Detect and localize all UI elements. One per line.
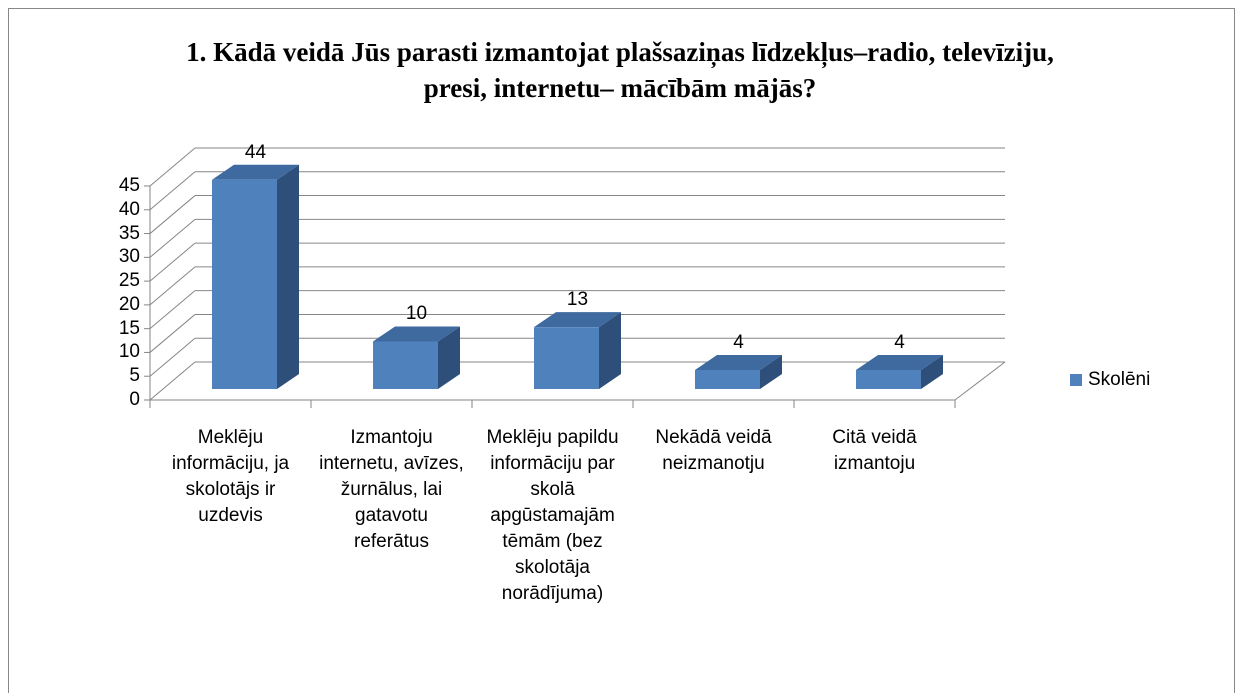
grid-line: [149, 361, 196, 401]
y-tick-label: 30: [118, 246, 140, 268]
legend-label: Skolēni: [1088, 369, 1151, 390]
bar-top: [373, 326, 460, 342]
y-tick-label: 10: [118, 341, 140, 363]
grid-line: [149, 337, 196, 377]
bar-side: [599, 312, 621, 389]
bar-top: [534, 312, 621, 328]
bar-side: [760, 354, 782, 389]
x-tick-label: Meklēju papildu informāciju par skolā ap…: [486, 427, 619, 604]
x-tick-label: Izmantoju internetu, avīzes, žurnālus, l…: [319, 427, 464, 552]
y-tick-label: 5: [129, 365, 140, 387]
bar: [212, 179, 277, 389]
grid-line: [149, 195, 196, 234]
y-tick-label: 15: [118, 317, 140, 339]
value-label: 4: [733, 331, 744, 353]
bar: [856, 369, 921, 389]
bar-side: [438, 326, 460, 389]
y-tick-label: 40: [118, 198, 140, 220]
bar: [373, 341, 438, 389]
grid-line: [149, 147, 196, 187]
value-label: 44: [244, 141, 267, 163]
y-tick-label: 35: [118, 222, 140, 244]
legend-swatch: [1070, 374, 1082, 386]
bar-top: [695, 354, 782, 370]
bar-top: [212, 164, 299, 180]
bar-top: [856, 354, 943, 370]
chart-title: 1. Kādā veidā Jūs parasti izmantojat pla…: [186, 37, 1054, 103]
x-tick-label: Citā veidā izmantoju: [832, 427, 917, 474]
y-tick-label: 25: [118, 270, 140, 292]
grid-line: [149, 314, 196, 353]
grid-line: [149, 290, 196, 330]
value-label: 13: [566, 289, 589, 311]
value-label: 4: [894, 331, 905, 353]
value-label: 10: [405, 303, 428, 325]
x-tick-label: Meklēju informāciju, ja skolotājs ir uzd…: [171, 427, 290, 526]
x-tick-label: Nekādā veidā neizmanotju: [655, 427, 772, 474]
y-tick-label: 45: [118, 175, 140, 196]
grid-line: [149, 171, 196, 211]
y-tick-label: 0: [129, 389, 140, 410]
grid-line: [149, 242, 196, 282]
bar-side: [921, 354, 943, 389]
floor-edge: [954, 361, 1006, 401]
bar: [695, 369, 760, 389]
y-tick-label: 20: [118, 293, 140, 315]
bar-side: [277, 164, 299, 389]
grid-line: [149, 266, 196, 306]
grid-line: [149, 218, 196, 258]
bar: [534, 327, 599, 389]
